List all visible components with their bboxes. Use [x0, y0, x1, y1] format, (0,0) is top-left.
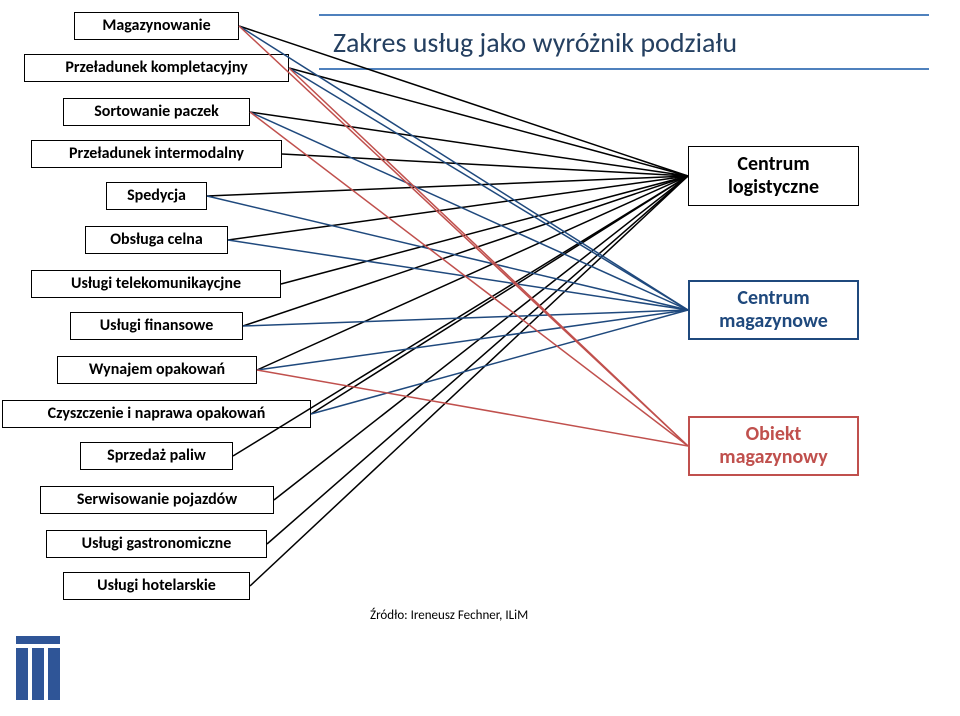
service-spedycja: Spedycja	[106, 182, 207, 210]
service-gastro: Usługi gastronomiczne	[46, 530, 267, 558]
title-text: Zakres usług jako wyróżnik podziału	[333, 25, 737, 60]
service-sortowanie: Sortowanie paczek	[63, 98, 250, 126]
target-centrum-mag: Centrum magazynowe	[688, 280, 859, 340]
title-band: Zakres usług jako wyróżnik podziału	[319, 14, 929, 70]
service-serwis-poj: Serwisowanie pojazdów	[40, 486, 274, 514]
service-wynajem-opak: Wynajem opakowań	[57, 356, 257, 384]
service-czyszczenie: Czyszczenie i naprawa opakowań	[2, 400, 311, 428]
service-magazynowanie: Magazynowanie	[74, 12, 239, 40]
service-przeladunek-inter: Przeładunek intermodalny	[31, 140, 282, 168]
service-przeladunek-komp: Przeładunek kompletacyjny	[24, 54, 289, 82]
source-note-text: Źródło: Ireneusz Fechner, ILiM	[370, 608, 528, 623]
source-note: Źródło: Ireneusz Fechner, ILiM	[370, 608, 528, 623]
target-obiekt-mag: Obiekt magazynowy	[688, 416, 859, 476]
service-obsluga-celna: Obsługa celna	[85, 226, 228, 254]
service-uslugi-telekom: Usługi telekomunikaycjne	[31, 270, 281, 298]
target-centrum-log: Centrum logistyczne	[688, 146, 859, 206]
ilim-logo	[16, 636, 76, 708]
service-sprzedaz-paliw: Sprzedaż paliw	[80, 442, 233, 470]
service-hotel: Usługi hotelarskie	[63, 572, 250, 600]
service-uslugi-fin: Usługi finansowe	[70, 312, 243, 340]
